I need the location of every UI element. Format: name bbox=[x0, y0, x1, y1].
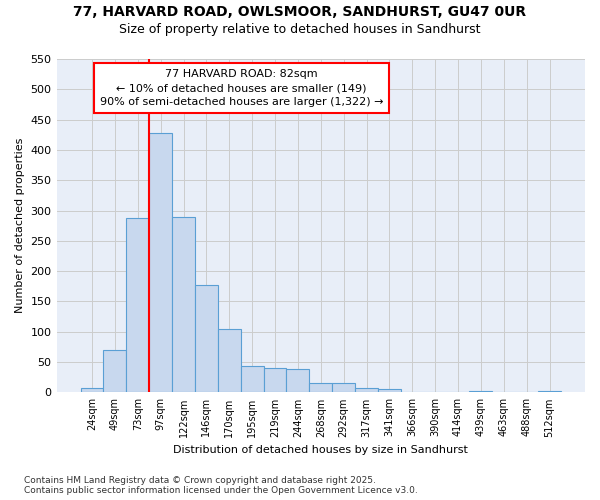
Bar bbox=[355, 388, 378, 392]
Bar bbox=[195, 284, 218, 393]
Bar bbox=[149, 133, 172, 392]
Bar bbox=[172, 216, 195, 392]
Bar bbox=[263, 368, 286, 392]
Y-axis label: Number of detached properties: Number of detached properties bbox=[15, 138, 25, 314]
Bar bbox=[127, 218, 149, 392]
Bar bbox=[538, 390, 561, 392]
Bar bbox=[241, 366, 263, 392]
Bar bbox=[332, 384, 355, 392]
Bar bbox=[103, 350, 127, 393]
Bar bbox=[469, 390, 493, 392]
Bar bbox=[80, 388, 103, 392]
Bar bbox=[310, 384, 332, 392]
Text: Contains HM Land Registry data © Crown copyright and database right 2025.
Contai: Contains HM Land Registry data © Crown c… bbox=[24, 476, 418, 495]
Bar bbox=[378, 390, 401, 392]
Text: 77, HARVARD ROAD, OWLSMOOR, SANDHURST, GU47 0UR: 77, HARVARD ROAD, OWLSMOOR, SANDHURST, G… bbox=[73, 5, 527, 19]
Text: Size of property relative to detached houses in Sandhurst: Size of property relative to detached ho… bbox=[119, 22, 481, 36]
Text: 77 HARVARD ROAD: 82sqm
← 10% of detached houses are smaller (149)
90% of semi-de: 77 HARVARD ROAD: 82sqm ← 10% of detached… bbox=[100, 69, 383, 107]
Bar bbox=[218, 329, 241, 392]
X-axis label: Distribution of detached houses by size in Sandhurst: Distribution of detached houses by size … bbox=[173, 445, 468, 455]
Bar bbox=[286, 369, 310, 392]
